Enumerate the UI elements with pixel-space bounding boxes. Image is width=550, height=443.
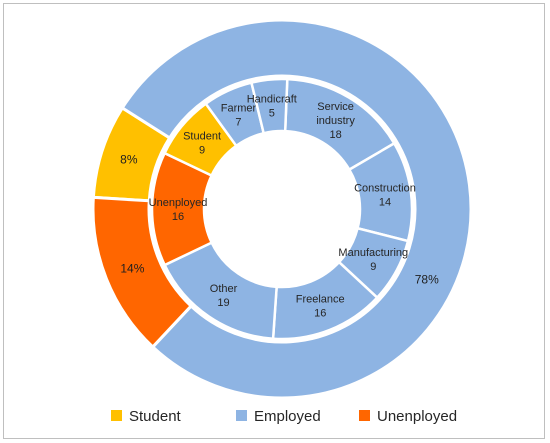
- inner-label-other: Other 19: [210, 283, 238, 309]
- inner-label-service-industry: Service industry 18: [316, 101, 355, 141]
- inner-label-unenployed: Unenployed 16: [149, 197, 208, 223]
- legend-label-employed: Employed: [254, 408, 321, 425]
- inner-label-construction: Construction 14: [354, 182, 416, 208]
- chart-frame: 8% 78% 14% Service industry 18 Construction 14…: [3, 3, 545, 439]
- inner-slice-handicraft: [249, 77, 289, 135]
- legend: Student Employed Unenployed: [111, 408, 457, 425]
- inner-ring: Service industry 18 Construction 14 Manufactu…: [149, 77, 416, 341]
- outer-slice-employed: [120, 18, 473, 400]
- outer-label-student: 8%: [120, 152, 138, 166]
- outer-slice-unenployed: [91, 195, 194, 350]
- inner-label-manufacturing: Manufacturing 9: [338, 247, 408, 273]
- legend-swatch-student: [111, 410, 122, 421]
- legend-swatch-unenployed: [359, 410, 370, 421]
- outer-label-unenployed: 14%: [120, 261, 144, 275]
- inner-label-farmer: Farmer 7: [221, 103, 257, 129]
- legend-swatch-employed: [236, 410, 247, 421]
- legend-label-student: Student: [129, 408, 182, 425]
- outer-ring: 8% 78% 14%: [91, 18, 473, 400]
- legend-label-unenployed: Unenployed: [377, 408, 457, 425]
- outer-label-employed: 78%: [415, 272, 439, 286]
- doughnut-chart: 8% 78% 14% Service industry 18 Construction 14…: [91, 18, 473, 425]
- inner-label-handicraft: Handicraft 5: [247, 94, 297, 120]
- inner-label-freelance: Freelance 16: [296, 294, 345, 320]
- inner-label-student: Student 9: [183, 130, 221, 156]
